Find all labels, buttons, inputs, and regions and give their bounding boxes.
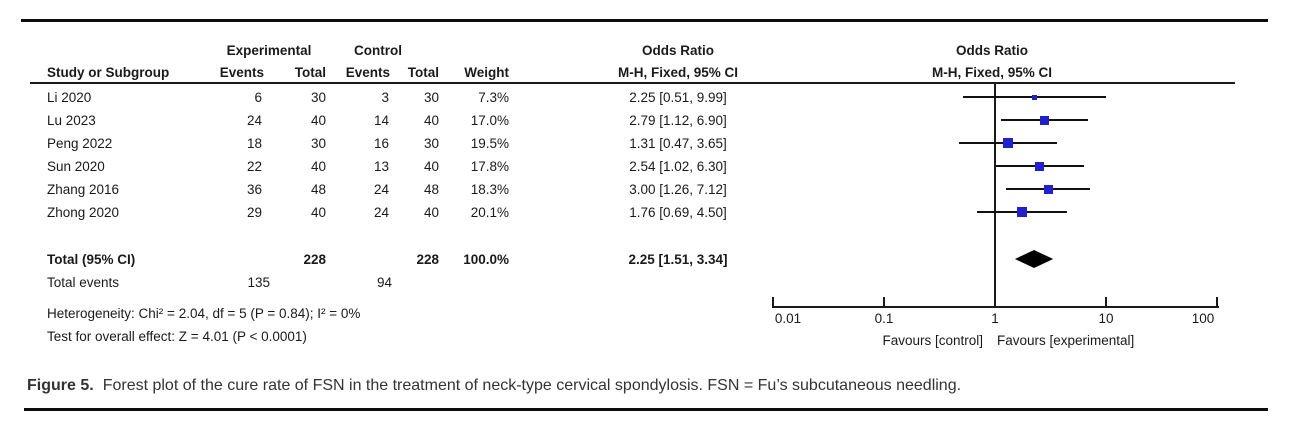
- x-axis-tick-label: 0.1: [874, 311, 894, 326]
- study-name: Li 2020: [47, 90, 92, 105]
- total-row-exp-total: 228: [303, 252, 326, 267]
- x-axis-tick: [1105, 297, 1107, 308]
- column-group-control: Control: [354, 43, 402, 58]
- study-events-exp: 22: [246, 159, 262, 174]
- study-total-exp: 40: [310, 113, 326, 128]
- study-name: Zhong 2020: [47, 205, 120, 220]
- study-events-ctrl: 3: [381, 90, 389, 105]
- figure-caption-label: Figure 5.: [27, 377, 94, 394]
- column-header-weight: Weight: [464, 65, 509, 80]
- study-total-ctrl: 48: [423, 182, 439, 197]
- study-events-exp: 36: [246, 182, 262, 197]
- x-axis-tick: [994, 297, 996, 308]
- plot-subtitle: M-H, Fixed, 95% CI: [931, 65, 1053, 80]
- effect-marker: [1031, 94, 1037, 100]
- plot-title: Odds Ratio: [955, 43, 1028, 58]
- bottom-rule: [24, 408, 1268, 411]
- study-name: Zhang 2016: [47, 182, 120, 197]
- figure-caption: Figure 5. Forest plot of the cure rate of…: [27, 376, 961, 396]
- effect-marker: [1043, 184, 1053, 194]
- study-ci-text: 2.79 [1.12, 6.90]: [629, 113, 727, 128]
- study-events-ctrl: 24: [373, 182, 389, 197]
- study-ci-text: 1.76 [0.69, 4.50]: [629, 205, 727, 220]
- study-weight: 19.5%: [470, 136, 509, 151]
- study-events-exp: 29: [246, 205, 262, 220]
- effect-marker: [1035, 161, 1045, 171]
- study-name: Peng 2022: [47, 136, 113, 151]
- column-header-or-ci: M-H, Fixed, 95% CI: [617, 65, 739, 80]
- study-total-exp: 30: [310, 90, 326, 105]
- x-axis-tick: [772, 297, 774, 308]
- study-events-ctrl: 13: [373, 159, 389, 174]
- overall-effect-text: Test for overall effect: Z = 4.01 (P < 0…: [47, 329, 307, 344]
- total-row-weight: 100.0%: [463, 252, 509, 267]
- study-events-ctrl: 16: [373, 136, 389, 151]
- x-axis-tick: [883, 297, 885, 308]
- x-axis-tick: [1216, 297, 1218, 308]
- effect-marker: [1040, 115, 1049, 125]
- x-axis-tick-label: 1: [991, 311, 999, 326]
- study-events-exp: 24: [246, 113, 262, 128]
- study-events-ctrl: 14: [373, 113, 389, 128]
- heterogeneity-text: Heterogeneity: Chi² = 2.04, df = 5 (P = …: [47, 306, 361, 321]
- study-total-ctrl: 30: [423, 136, 439, 151]
- study-total-exp: 30: [310, 136, 326, 151]
- total-events-exp: 135: [247, 275, 270, 290]
- study-events-ctrl: 24: [373, 205, 389, 220]
- total-events-label: Total events: [47, 275, 120, 290]
- column-group-odds-ratio: Odds Ratio: [641, 43, 714, 58]
- study-ci-text: 2.25 [0.51, 9.99]: [629, 90, 727, 105]
- total-row-ctrl-total: 228: [416, 252, 439, 267]
- column-group-experimental: Experimental: [226, 43, 312, 58]
- study-total-ctrl: 40: [423, 113, 439, 128]
- column-header-events-ctrl: Events: [345, 65, 390, 80]
- study-weight: 18.3%: [470, 182, 509, 197]
- total-diamond: [1014, 250, 1054, 268]
- study-weight: 20.1%: [470, 205, 509, 220]
- effect-marker: [1003, 138, 1013, 148]
- study-total-exp: 40: [310, 159, 326, 174]
- study-events-exp: 18: [246, 136, 262, 151]
- total-row-label: Total (95% CI): [47, 252, 136, 267]
- study-total-ctrl: 40: [423, 205, 439, 220]
- study-ci-text: 2.54 [1.02, 6.30]: [629, 159, 727, 174]
- x-axis-tick-label: 10: [1098, 311, 1114, 326]
- study-events-exp: 6: [254, 90, 262, 105]
- favours-left-label: Favours [control]: [882, 333, 983, 348]
- study-total-exp: 40: [310, 205, 326, 220]
- x-axis-tick-label: 0.01: [774, 311, 802, 326]
- top-rule: [21, 19, 1268, 22]
- study-ci-text: 3.00 [1.26, 7.12]: [629, 182, 727, 197]
- study-weight: 17.0%: [470, 113, 509, 128]
- study-weight: 7.3%: [478, 90, 509, 105]
- figure-caption-text: Forest plot of the cure rate of FSN in t…: [102, 377, 962, 394]
- study-name: Sun 2020: [47, 159, 105, 174]
- column-header-events-exp: Events: [219, 65, 264, 80]
- study-total-ctrl: 30: [423, 90, 439, 105]
- study-total-exp: 48: [310, 182, 326, 197]
- total-events-ctrl: 94: [376, 275, 392, 290]
- study-name: Lu 2023: [47, 113, 96, 128]
- column-header-total-ctrl: Total: [407, 65, 439, 80]
- total-row-ci: 2.25 [1.51, 3.34]: [628, 252, 728, 267]
- study-weight: 17.8%: [470, 159, 509, 174]
- header-underline: [30, 82, 1235, 84]
- study-ci-text: 1.31 [0.47, 3.65]: [629, 136, 727, 151]
- column-header-total-exp: Total: [294, 65, 326, 80]
- x-axis-tick-label: 100: [1191, 311, 1215, 326]
- null-effect-line: [994, 84, 996, 308]
- effect-marker: [1017, 207, 1028, 217]
- column-header-study: Study or Subgroup: [47, 65, 170, 80]
- favours-right-label: Favours [experimental]: [997, 333, 1135, 348]
- study-total-ctrl: 40: [423, 159, 439, 174]
